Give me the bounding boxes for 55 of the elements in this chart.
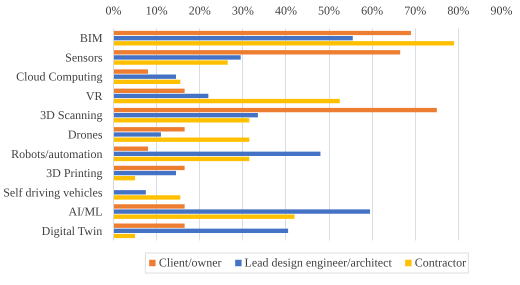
bar [114, 127, 185, 132]
x-tick-label: 80% [447, 4, 470, 18]
bar [114, 36, 353, 40]
bar [114, 224, 185, 228]
bar [114, 80, 180, 84]
bar [114, 204, 185, 209]
y-tick-label: VR [86, 88, 102, 103]
x-tick-label: 30% [232, 4, 254, 18]
legend-label: Contractor [414, 255, 466, 270]
bar [114, 41, 454, 46]
bar [114, 166, 185, 170]
y-tick-label: 3D Scanning [40, 108, 102, 122]
x-tick-label: 60% [361, 4, 384, 18]
bar [114, 137, 250, 142]
bar [114, 170, 176, 176]
bar [114, 195, 180, 200]
y-tick-label: BIM [80, 31, 103, 46]
bar [114, 88, 185, 93]
bar [114, 60, 228, 65]
x-tick-label: 50% [318, 4, 340, 18]
y-tick-label: Cloud Computing [16, 70, 102, 84]
bar [114, 209, 370, 214]
y-tick-label: Robots/automation [11, 146, 103, 161]
bar [114, 228, 288, 234]
x-tick-label: 40% [274, 4, 297, 18]
bar [114, 156, 250, 162]
bar [114, 176, 136, 180]
bar [114, 113, 258, 118]
bar [114, 30, 411, 36]
y-tick-label: Self driving vehicles [3, 185, 103, 200]
bar [114, 69, 148, 74]
x-tick-label: 0% [106, 4, 122, 18]
bar [114, 214, 295, 219]
y-tick-label: Digital Twin [42, 224, 102, 238]
y-tick-label: Sensors [65, 50, 103, 64]
x-tick-label: 10% [146, 4, 168, 18]
bar [114, 108, 437, 112]
bar [114, 190, 146, 194]
y-tick-label: Drones [68, 128, 103, 142]
x-tick-label: 20% [188, 4, 211, 18]
bar [114, 55, 241, 60]
bar [114, 74, 176, 79]
x-tick-label: 70% [404, 4, 426, 18]
bar [114, 98, 340, 104]
bar [114, 132, 161, 137]
bar [114, 50, 400, 54]
bar [114, 146, 148, 151]
bar [114, 94, 208, 98]
y-tick-label: AI/ML [68, 204, 103, 219]
legend-label: Lead design engineer/architect [244, 255, 392, 270]
x-tick-label: 90% [490, 4, 512, 18]
y-tick-label: 3D Printing [46, 166, 103, 180]
bar [114, 152, 320, 156]
bar [114, 118, 250, 123]
legend-label: Client/owner [158, 255, 222, 270]
